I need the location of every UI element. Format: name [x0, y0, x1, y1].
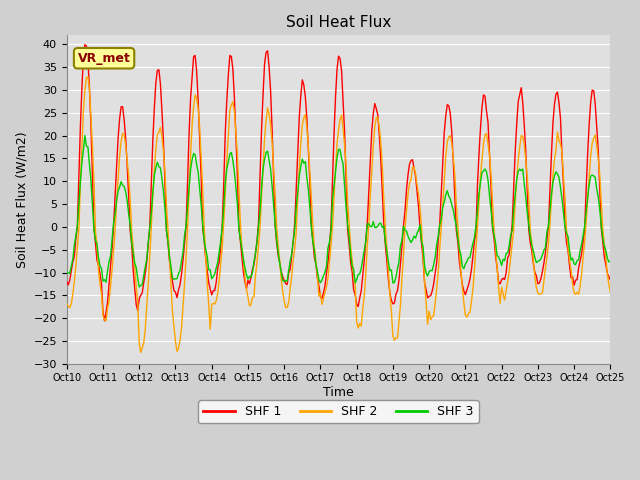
Legend: SHF 1, SHF 2, SHF 3: SHF 1, SHF 2, SHF 3: [198, 400, 479, 423]
Text: VR_met: VR_met: [77, 52, 131, 65]
Title: Soil Heat Flux: Soil Heat Flux: [286, 15, 391, 30]
Y-axis label: Soil Heat Flux (W/m2): Soil Heat Flux (W/m2): [15, 131, 28, 268]
X-axis label: Time: Time: [323, 386, 354, 399]
